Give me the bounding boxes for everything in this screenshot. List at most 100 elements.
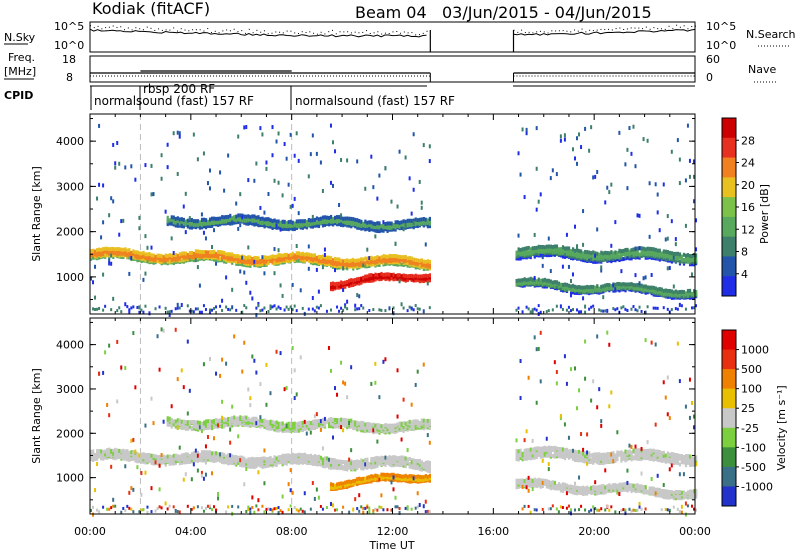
- heat-cell: [278, 455, 280, 459]
- heat-cell: [235, 455, 237, 459]
- heat-cell: [159, 505, 161, 508]
- noise-right-tick-bottom: 10^0: [706, 39, 736, 52]
- heat-cell: [425, 274, 427, 278]
- heat-cell: [96, 456, 98, 460]
- heat-cell: [167, 165, 169, 169]
- heat-cell: [374, 234, 376, 238]
- heat-cell: [229, 453, 231, 457]
- heat-cell: [173, 215, 175, 219]
- heat-cell: [102, 309, 104, 312]
- heat-cell: [308, 253, 310, 257]
- heat-cell: [274, 421, 276, 425]
- heat-cell: [550, 279, 552, 283]
- heat-cell: [330, 417, 332, 421]
- heat-cell: [671, 308, 673, 311]
- heat-cell: [538, 245, 540, 249]
- heat-cell: [195, 258, 197, 262]
- heat-cell: [237, 416, 239, 420]
- heat-cell: [395, 220, 397, 224]
- heat-cell: [96, 462, 98, 466]
- heat-cell: [604, 283, 606, 287]
- heat-cell: [314, 218, 316, 222]
- heat-cell: [429, 273, 431, 277]
- heat-cell: [148, 453, 150, 457]
- heat-cell: [253, 260, 255, 264]
- heat-cell: [239, 255, 241, 259]
- heat-cell: [399, 273, 401, 277]
- noise-search-dot: [245, 33, 246, 34]
- heat-cell: [159, 254, 161, 258]
- heat-cell: [235, 202, 237, 206]
- heat-cell: [201, 506, 203, 509]
- heat-cell: [130, 450, 132, 454]
- heat-cell: [253, 511, 255, 514]
- heat-cell: [550, 176, 552, 180]
- heat-cell: [122, 507, 124, 510]
- heat-cell: [294, 368, 296, 372]
- heat-cell: [378, 308, 380, 311]
- heat-cell: [328, 458, 330, 462]
- heat-cell: [673, 290, 675, 294]
- heat-cell: [272, 219, 274, 223]
- heat-cell: [610, 284, 612, 288]
- heat-cell: [272, 305, 274, 308]
- heat-cell: [199, 311, 201, 314]
- heat-cell: [207, 450, 209, 454]
- heat-cell: [259, 217, 261, 221]
- heat-cell: [138, 216, 140, 220]
- heat-cell: [243, 416, 245, 420]
- colorbar-segment: [722, 177, 736, 197]
- heat-cell: [251, 257, 253, 261]
- heat-cell: [320, 456, 322, 460]
- heat-cell: [405, 255, 407, 259]
- heat-cell: [280, 509, 282, 512]
- heat-cell: [334, 282, 336, 286]
- heat-cell: [94, 265, 96, 269]
- noise-search-dot: [608, 29, 609, 30]
- heat-cell: [651, 247, 653, 251]
- heat-cell: [161, 506, 163, 509]
- heat-cell: [419, 180, 421, 184]
- heat-cell: [318, 290, 320, 294]
- noise-search-dot: [275, 31, 276, 32]
- heat-cell: [120, 511, 122, 514]
- heat-cell: [159, 305, 161, 308]
- noise-search-dot: [635, 28, 636, 29]
- heat-cell: [134, 250, 136, 254]
- heat-cell: [401, 274, 403, 278]
- heat-cell: [209, 250, 211, 254]
- heat-cell: [193, 451, 195, 455]
- heat-cell: [614, 308, 616, 311]
- heat-cell: [177, 172, 179, 176]
- heat-cell: [348, 279, 350, 283]
- heat-cell: [132, 305, 134, 308]
- heat-cell: [243, 457, 245, 461]
- heat-cell: [263, 259, 265, 263]
- heat-cell: [518, 247, 520, 251]
- heat-cell: [364, 261, 366, 265]
- heat-cell: [322, 458, 324, 462]
- noise-search-dot: [665, 29, 666, 30]
- heat-cell: [286, 424, 288, 428]
- heat-cell: [259, 415, 261, 419]
- heat-cell: [221, 358, 223, 362]
- heat-cell: [203, 477, 205, 481]
- heat-cell: [378, 256, 380, 260]
- heat-cell: [213, 250, 215, 254]
- heat-cell: [401, 220, 403, 224]
- heat-cell: [399, 150, 401, 154]
- noise-search-dot: [256, 30, 257, 31]
- noise-search-dot: [309, 31, 310, 32]
- heat-cell: [429, 144, 431, 148]
- colorbar-tick-label: 24: [741, 157, 755, 170]
- heat-cell: [356, 258, 358, 262]
- heat-cell: [316, 419, 318, 423]
- heat-cell: [94, 453, 96, 457]
- heat-cell: [421, 217, 423, 221]
- heat-cell: [344, 217, 346, 221]
- heat-cell: [354, 304, 356, 308]
- heat-cell: [209, 168, 211, 172]
- heat-cell: [247, 417, 249, 421]
- heat-cell: [596, 252, 598, 256]
